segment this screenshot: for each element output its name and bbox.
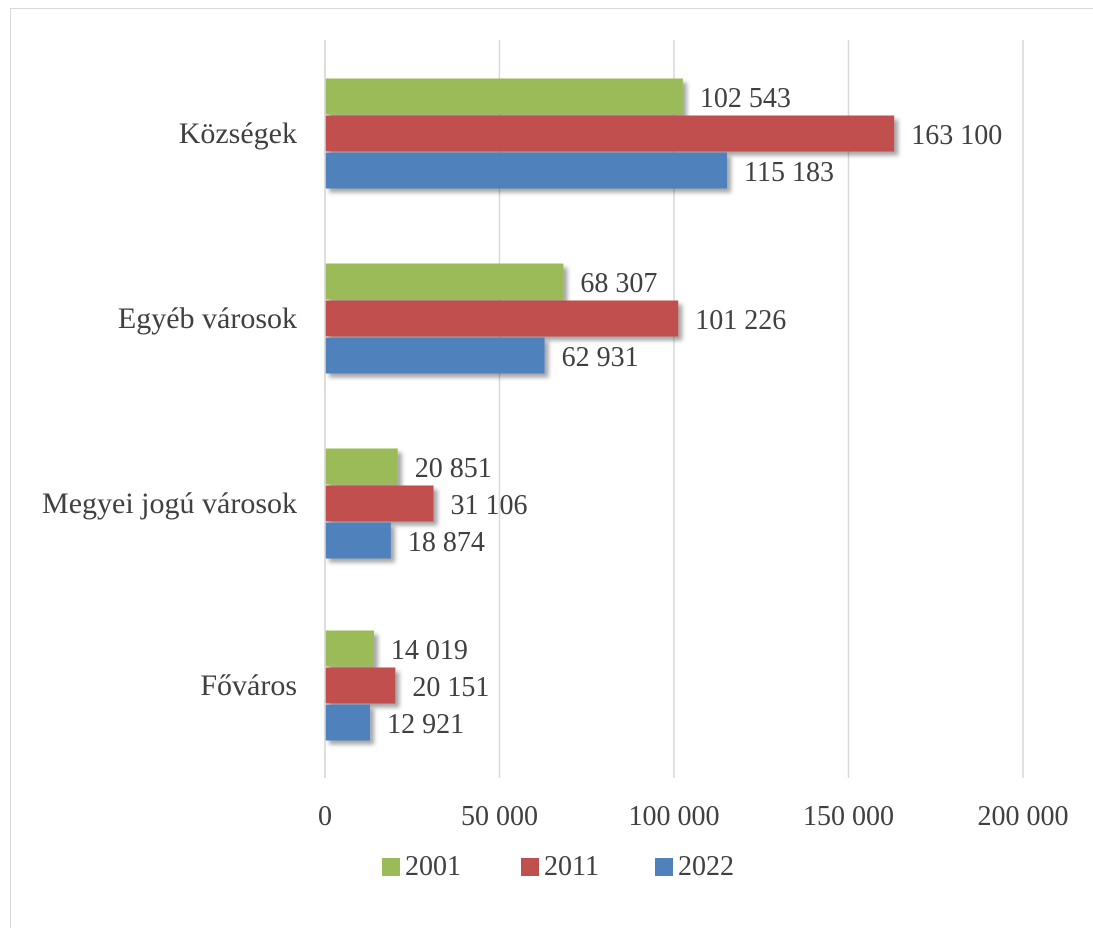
- bar-2001: [325, 630, 374, 667]
- legend-swatch-2001: [382, 858, 400, 876]
- bar-2001: [325, 78, 683, 115]
- data-label: 18 874: [408, 527, 485, 558]
- legend-label: 2011: [544, 851, 599, 882]
- bar-2011: [325, 300, 679, 337]
- bar-2022: [325, 337, 545, 374]
- data-label: 12 921: [387, 709, 464, 740]
- chart-frame: [10, 8, 1093, 928]
- data-label: 14 019: [391, 635, 468, 666]
- bars: [325, 78, 895, 741]
- data-label: 102 543: [700, 83, 791, 114]
- legend-swatch-2022: [655, 858, 673, 876]
- x-tick-label: 200 000: [978, 801, 1069, 832]
- data-label: 62 931: [562, 342, 639, 373]
- bar-2011: [325, 115, 895, 152]
- x-tick-label: 100 000: [629, 801, 720, 832]
- data-label: 20 151: [412, 672, 489, 703]
- category-label: Községek: [179, 117, 297, 150]
- x-tick-label: 0: [318, 801, 332, 832]
- bar-2022: [325, 152, 727, 189]
- x-tick-label: 150 000: [803, 801, 894, 832]
- bar-2001: [325, 448, 398, 485]
- x-tick-label: 50 000: [461, 801, 538, 832]
- category-label: Főváros: [200, 669, 297, 702]
- bar-2022: [325, 522, 391, 559]
- axes: 0 50 000 100 000 150 000 200 000 Községek Egyé…: [42, 40, 1069, 832]
- data-labels: 102 543 163 100 115 183 68 307 101 226 62 931…: [387, 83, 1002, 740]
- legend-swatch-2011: [521, 858, 539, 876]
- bar-2011: [325, 667, 396, 704]
- bar-2022: [325, 704, 371, 741]
- data-label: 115 183: [744, 157, 834, 188]
- data-label: 101 226: [695, 305, 786, 336]
- bar-2001: [325, 263, 564, 300]
- data-label: 163 100: [911, 120, 1002, 151]
- data-label: 31 106: [451, 490, 528, 521]
- category-label: Egyéb városok: [118, 302, 297, 335]
- bar-2011: [325, 485, 434, 522]
- data-label: 68 307: [580, 268, 657, 299]
- legend-label: 2001: [405, 851, 461, 882]
- legend-label: 2022: [678, 851, 734, 882]
- legend: 2001 2011 2022: [382, 851, 734, 882]
- bar-chart: 102 543 163 100 115 183 68 307 101 226 62 931…: [42, 40, 1069, 882]
- category-label: Megyei jogú városok: [42, 487, 297, 520]
- data-label: 20 851: [415, 453, 492, 484]
